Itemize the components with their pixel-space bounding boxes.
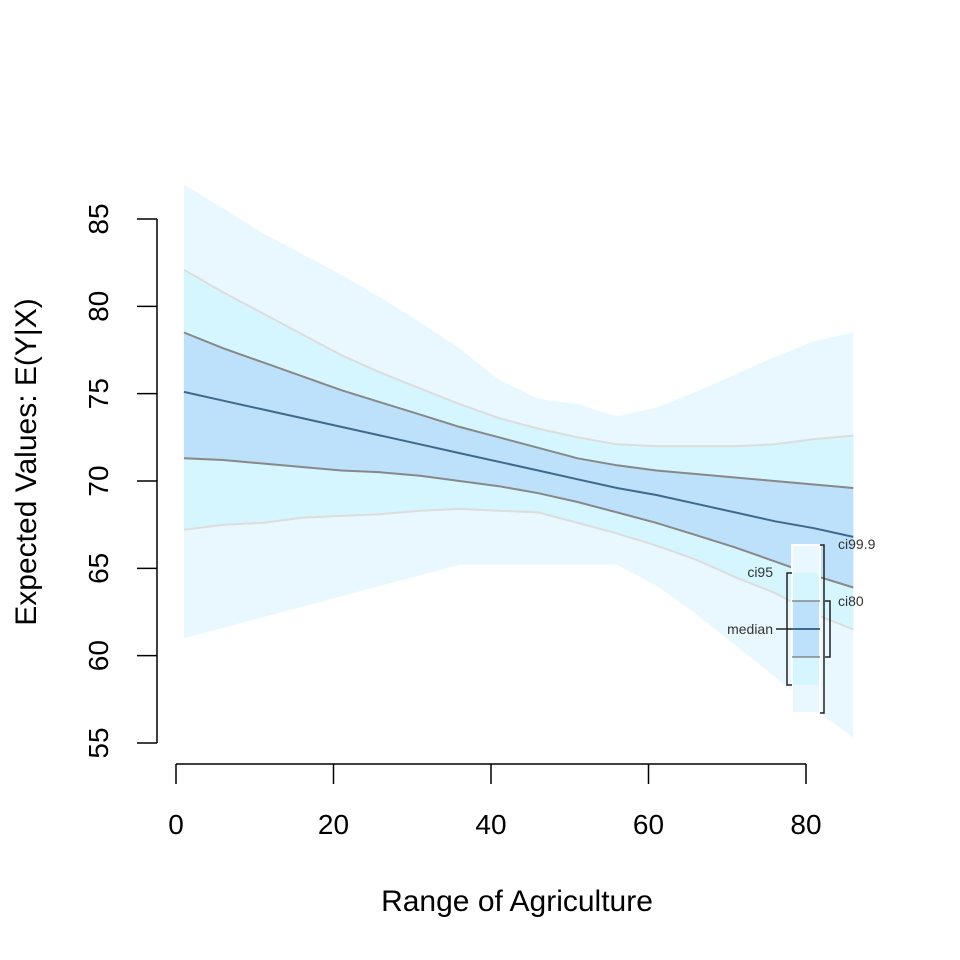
band-ci95-lower-line bbox=[183, 507, 854, 631]
series-line-median bbox=[183, 390, 854, 538]
y-axis-title: Expected Values: E(Y|X) bbox=[10, 298, 43, 625]
legend-label-ci80: ci80 bbox=[838, 593, 864, 609]
legend-bracket-ci80 bbox=[825, 600, 831, 658]
x-ticks: 0 20 40 60 80 bbox=[168, 764, 822, 840]
x-tick-label: 0 bbox=[168, 809, 184, 840]
band-ci95-upper-line bbox=[183, 268, 854, 448]
legend-label-ci95: ci95 bbox=[747, 564, 773, 580]
y-tick-label: 70 bbox=[83, 465, 114, 496]
band-ci80 bbox=[183, 332, 854, 588]
x-axis-title: Range of Agriculture bbox=[381, 885, 653, 918]
x-tick-label: 40 bbox=[475, 809, 506, 840]
x-tick-label: 20 bbox=[318, 809, 349, 840]
x-tick-label: 60 bbox=[633, 809, 664, 840]
series-lines bbox=[183, 268, 854, 631]
legend-bracket-ci99-9 bbox=[820, 544, 825, 714]
y-ticks: 55 60 65 70 75 80 85 bbox=[83, 203, 157, 759]
y-tick-label: 55 bbox=[83, 727, 114, 758]
legend-label-median: median bbox=[727, 621, 773, 637]
x-tick-label: 80 bbox=[790, 809, 821, 840]
band-ci80-upper-line bbox=[183, 331, 854, 489]
legend-label-ci99-9: ci99.9 bbox=[838, 536, 876, 552]
y-tick-label: 75 bbox=[83, 378, 114, 409]
legend: ci99.9 ci80 ci95 median bbox=[727, 536, 876, 714]
y-tick-label: 60 bbox=[83, 640, 114, 671]
confidence-bands bbox=[183, 184, 854, 738]
y-tick-label: 65 bbox=[83, 553, 114, 584]
band-ci80-lower-line bbox=[183, 457, 854, 589]
y-tick-label: 80 bbox=[83, 291, 114, 322]
y-tick-label: 85 bbox=[83, 203, 114, 234]
